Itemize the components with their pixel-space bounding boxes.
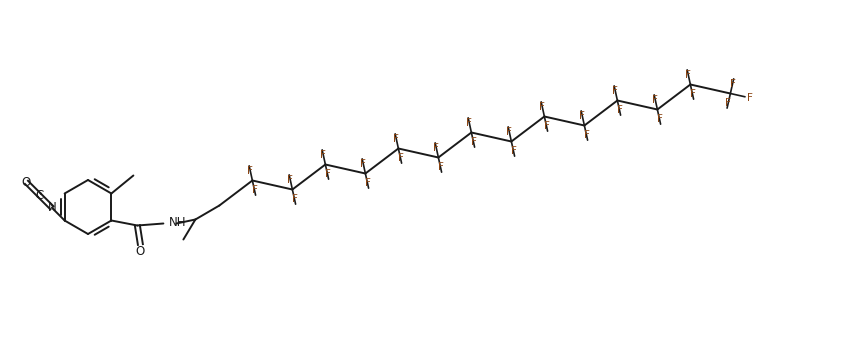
Text: F: F (539, 102, 544, 112)
Text: F: F (724, 98, 730, 108)
Text: F: F (652, 95, 658, 105)
Text: F: F (746, 93, 752, 103)
Text: C: C (35, 188, 44, 202)
Text: F: F (247, 166, 252, 176)
Text: F: F (583, 130, 589, 140)
Text: F: F (510, 146, 516, 156)
Text: F: F (656, 114, 662, 124)
Text: F: F (616, 105, 622, 115)
Text: F: F (728, 79, 734, 89)
Text: NH: NH (168, 216, 186, 229)
Text: O: O (136, 245, 145, 258)
Text: F: F (612, 86, 618, 96)
Text: F: F (466, 118, 472, 128)
Text: F: F (287, 175, 293, 185)
Text: N: N (48, 201, 56, 214)
Text: F: F (291, 194, 297, 204)
Text: F: F (252, 185, 257, 195)
Text: F: F (578, 111, 584, 121)
Text: F: F (470, 137, 476, 147)
Text: F: F (397, 153, 403, 163)
Text: F: F (393, 134, 398, 144)
Text: F: F (432, 143, 438, 153)
Text: F: F (364, 178, 370, 188)
Text: F: F (684, 70, 690, 80)
Text: F: F (360, 159, 366, 169)
Text: F: F (437, 162, 443, 172)
Text: F: F (320, 150, 326, 160)
Text: F: F (688, 89, 694, 99)
Text: O: O (22, 176, 31, 189)
Text: F: F (324, 169, 330, 179)
Text: F: F (506, 127, 512, 137)
Text: F: F (543, 121, 548, 131)
